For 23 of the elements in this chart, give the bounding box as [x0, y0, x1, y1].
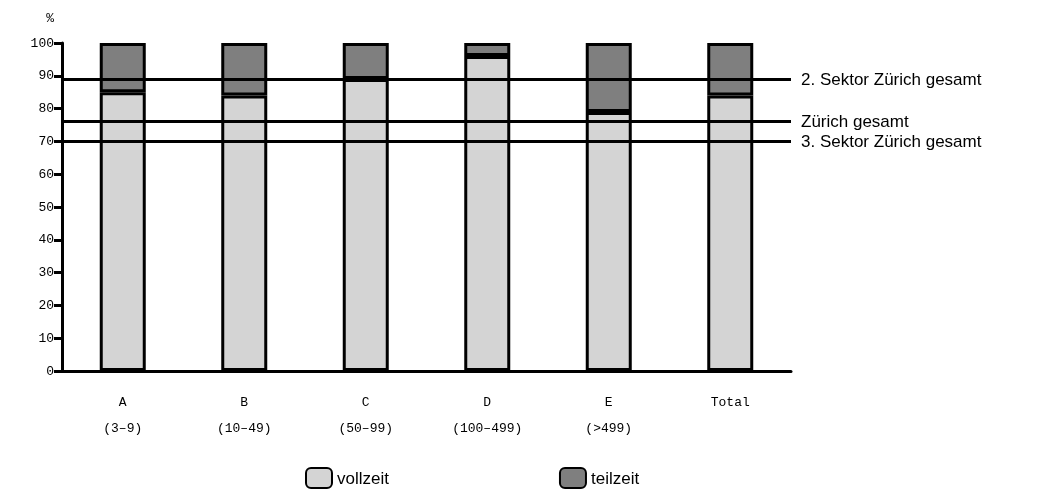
x-tick-label: Total [710, 394, 750, 410]
y-axis-title: % [46, 11, 55, 26]
ref-line-label: 2. Sektor Zürich gesamt [801, 69, 982, 89]
y-tick-label: 50 [38, 199, 54, 215]
y-tick-label: 80 [38, 101, 54, 117]
y-tick-label: 40 [38, 232, 54, 248]
ref-line-label: Zürich gesamt [801, 112, 909, 132]
x-tick-label: A (3–9) [103, 394, 143, 436]
y-tick-label: 10 [38, 330, 54, 346]
y-tick-label: 100 [30, 35, 54, 51]
x-tick-label: B (10–49) [216, 394, 272, 436]
y-tick-label: 30 [38, 265, 54, 281]
y-tick-label: 20 [38, 297, 54, 313]
y-tick-label: 0 [46, 363, 54, 379]
legend-label: vollzeit [337, 468, 390, 488]
y-tick-label: 90 [38, 68, 54, 84]
y-tick-label: 70 [38, 133, 54, 149]
legend-label: teilzeit [590, 468, 640, 488]
ref-line-label: 3. Sektor Zürich gesamt [801, 131, 982, 151]
y-tick-label: 60 [38, 166, 54, 182]
x-tick-label: D (100–499) [452, 394, 523, 436]
x-tick-label: E (>499) [585, 394, 633, 436]
x-tick-label: C (50–99) [338, 394, 394, 436]
